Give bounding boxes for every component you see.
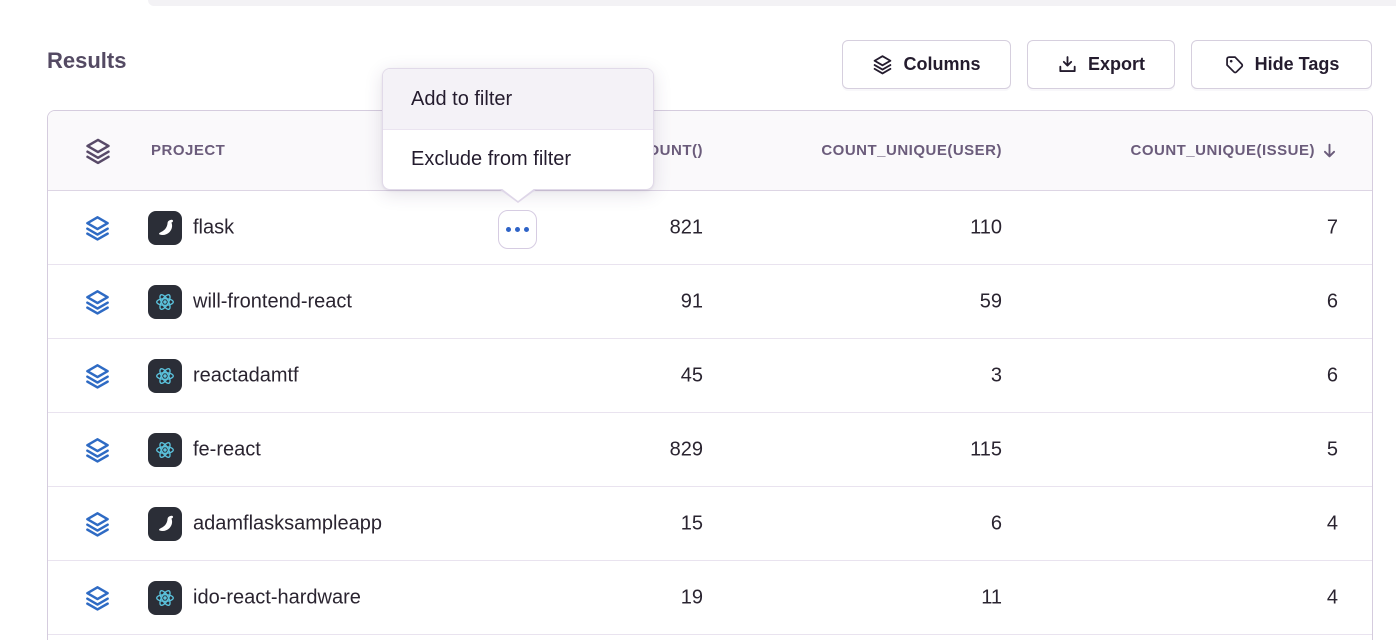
column-header-label: COUNT_UNIQUE(ISSUE) <box>1130 142 1315 159</box>
project-name[interactable]: will-frontend-react <box>193 290 352 312</box>
columns-button[interactable]: Columns <box>842 40 1011 89</box>
cell-count-unique-issue[interactable]: 7 <box>1326 216 1338 238</box>
project-name[interactable]: fe-react <box>193 438 261 460</box>
cell-count-unique-issue[interactable]: 6 <box>1326 364 1338 386</box>
columns-button-label: Columns <box>903 54 981 74</box>
export-button-label: Export <box>1087 54 1145 74</box>
ellipsis-icon <box>506 227 529 232</box>
menu-item-add-to-filter[interactable]: Add to filter <box>383 69 653 129</box>
project-platform-icon <box>148 506 182 541</box>
context-menu: Add to filter Exclude from filter <box>382 68 654 203</box>
column-header-count-unique-issue[interactable]: COUNT_UNIQUE(ISSUE) <box>1130 111 1338 190</box>
tag-icon <box>1224 54 1245 75</box>
project-name[interactable]: ido-react-hardware <box>193 586 361 608</box>
stack-icon[interactable] <box>84 436 111 463</box>
cell-count-unique-user[interactable]: 110 <box>970 216 1002 238</box>
export-button[interactable]: Export <box>1027 40 1175 89</box>
stack-icon[interactable] <box>84 584 111 611</box>
project-name[interactable]: adamflasksampleapp <box>193 512 382 534</box>
cell-count-unique-issue[interactable]: 6 <box>1326 290 1338 312</box>
menu-caret <box>501 188 535 201</box>
cell-count-unique-issue[interactable]: 5 <box>1326 438 1338 460</box>
project-platform-icon <box>148 210 182 245</box>
project-platform-icon <box>148 284 182 319</box>
table-row: fe-react 829 115 5 <box>48 413 1372 487</box>
download-icon <box>1057 54 1078 75</box>
table-row: flask 821 110 7 <box>48 191 1372 265</box>
stack-icon[interactable] <box>84 214 111 241</box>
cell-count-unique-issue[interactable]: 4 <box>1326 512 1338 534</box>
stack-icon[interactable] <box>84 288 111 315</box>
project-platform-icon <box>148 432 182 467</box>
project-name[interactable]: reactadamtf <box>193 364 299 386</box>
stack-icon[interactable] <box>84 362 111 389</box>
cell-count-unique-issue[interactable]: 4 <box>1326 586 1338 608</box>
cell-count[interactable]: 45 <box>680 364 703 386</box>
table-row: ido-react-hardware 19 11 4 <box>48 561 1372 635</box>
arrow-down-icon <box>1321 142 1338 159</box>
stack-icon[interactable] <box>84 510 111 537</box>
hide-tags-button-label: Hide Tags <box>1254 54 1340 74</box>
stack-icon <box>872 54 893 75</box>
column-header-project[interactable]: PROJECT <box>151 142 226 159</box>
cell-count[interactable]: 19 <box>680 586 703 608</box>
cell-count-unique-user[interactable]: 115 <box>970 438 1002 460</box>
top-panel-edge <box>148 0 1396 6</box>
table-row: adamflasksampleapp 15 6 4 <box>48 487 1372 561</box>
cell-count[interactable]: 91 <box>680 290 703 312</box>
stack-icon <box>84 137 112 165</box>
cell-count-unique-user[interactable]: 6 <box>990 512 1002 534</box>
cell-count-unique-user[interactable]: 3 <box>990 364 1002 386</box>
menu-divider <box>383 129 653 130</box>
project-platform-icon <box>148 580 182 615</box>
column-header-count-unique-user[interactable]: COUNT_UNIQUE(USER) <box>821 142 1002 159</box>
table-row: reactadamtf 45 3 6 <box>48 339 1372 413</box>
project-name[interactable]: flask <box>193 216 235 238</box>
page-title: Results <box>47 48 127 73</box>
cell-count-unique-user[interactable]: 11 <box>981 586 1002 608</box>
hide-tags-button[interactable]: Hide Tags <box>1191 40 1372 89</box>
cell-count[interactable]: 821 <box>669 216 703 238</box>
menu-item-exclude-from-filter[interactable]: Exclude from filter <box>411 148 572 170</box>
cell-count[interactable]: 829 <box>669 438 703 460</box>
results-table: PROJECT COUNT() COUNT_UNIQUE(USER) COUNT… <box>47 110 1373 640</box>
cell-actions-button[interactable] <box>498 210 537 249</box>
cell-count-unique-user[interactable]: 59 <box>979 290 1002 312</box>
cell-count[interactable]: 15 <box>680 512 703 534</box>
project-platform-icon <box>148 358 182 393</box>
table-row: will-frontend-react 91 59 6 <box>48 265 1372 339</box>
table-header: PROJECT COUNT() COUNT_UNIQUE(USER) COUNT… <box>48 111 1372 191</box>
